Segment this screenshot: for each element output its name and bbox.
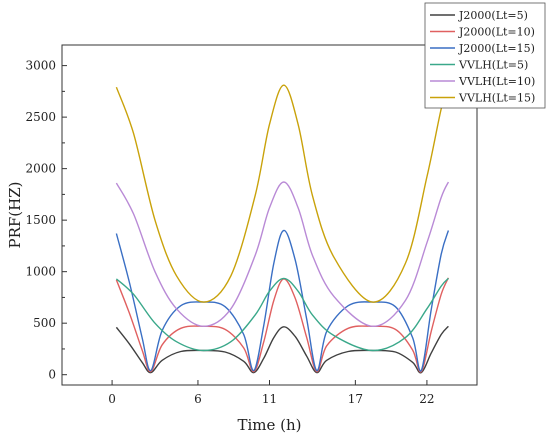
plot-border bbox=[61, 44, 478, 386]
legend-entry-label: J2000(Lt=10) bbox=[458, 26, 535, 39]
x-tick-label: 22 bbox=[419, 392, 434, 406]
legend: J2000(Lt=5) J2000(Lt=10) J2000(Lt=15) VVLH(… bbox=[424, 2, 546, 109]
y-tick-label: 1000 bbox=[25, 265, 56, 279]
x-tick-label: 11 bbox=[262, 392, 277, 406]
x-tick-label: 0 bbox=[108, 392, 116, 406]
legend-box bbox=[424, 2, 546, 109]
series-lines bbox=[115, 84, 450, 374]
y-axis-label: PRF(HZ) bbox=[6, 181, 24, 248]
y-tick-label: 2500 bbox=[25, 110, 56, 124]
y-tick-label: 2000 bbox=[25, 162, 56, 176]
series-line-j2000-lt-5 bbox=[115, 325, 449, 374]
y-axis-ticks: 0 500 1000 1500 2000 2500 3000 bbox=[25, 59, 67, 382]
legend-entry-label: VVLH(Lt=10) bbox=[458, 75, 535, 88]
legend-entry-label: J2000(Lt=15) bbox=[458, 42, 535, 55]
plot-frame bbox=[61, 44, 478, 386]
x-axis-ticks: 0 6 11 17 22 bbox=[108, 380, 435, 406]
series-line-vvlh-lt-15 bbox=[115, 84, 450, 303]
legend-entry-label: VVLH(Lt=5) bbox=[458, 59, 528, 72]
y-tick-label: 3000 bbox=[25, 59, 56, 73]
x-tick-label: 6 bbox=[194, 392, 202, 406]
x-axis-label: Time (h) bbox=[237, 416, 301, 434]
series-line-vvlh-lt-5 bbox=[115, 277, 449, 352]
y-tick-label: 500 bbox=[33, 316, 56, 330]
legend-entry-label: VVLH(Lt=15) bbox=[458, 92, 535, 105]
legend-entry-label: J2000(Lt=5) bbox=[458, 9, 528, 22]
x-tick-label: 17 bbox=[348, 392, 363, 406]
series-line-vvlh-lt-10 bbox=[115, 181, 450, 328]
y-tick-label: 0 bbox=[48, 368, 56, 382]
y-tick-label: 1500 bbox=[25, 213, 56, 227]
